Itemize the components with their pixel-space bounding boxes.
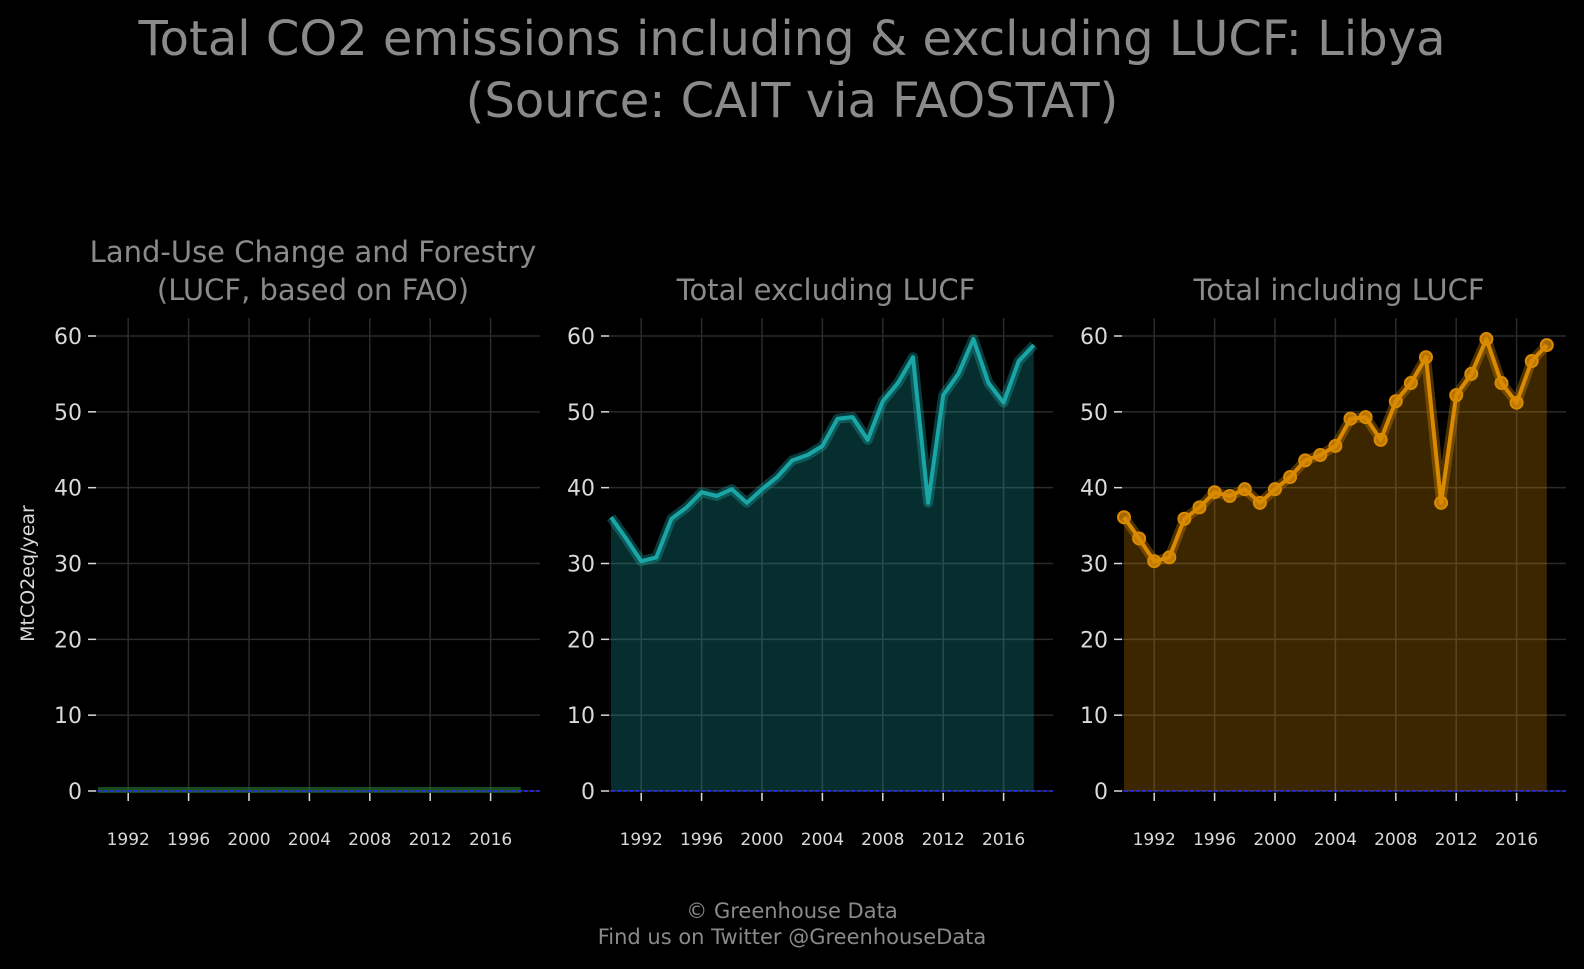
y-tick-label: 10 [567, 704, 595, 729]
data-point [1524, 354, 1539, 369]
data-point [1177, 511, 1192, 526]
chart-title-line1: Total CO2 emissions including & excludin… [138, 11, 1446, 67]
data-point [1419, 350, 1433, 365]
data-point [1283, 470, 1298, 485]
series-line [609, 337, 1036, 564]
data-point [1117, 510, 1131, 525]
y-tick-label: 0 [1094, 780, 1108, 805]
y-tick-label: 50 [567, 401, 595, 426]
x-tick-label: 2008 [861, 830, 904, 850]
panel-including-lucf: 0 10 20 30 40 50 60 1992 1996 2000 2004 2008 2012 201… [1080, 273, 1566, 850]
y-tick-label: 60 [1080, 325, 1108, 350]
y-tick-label: 30 [54, 553, 82, 578]
data-point [1373, 432, 1388, 447]
data-point [1222, 489, 1237, 504]
x-tick-label: 1992 [107, 830, 150, 850]
data-point [1298, 453, 1313, 468]
y-tick-label: 40 [567, 477, 595, 502]
data-point [1358, 410, 1373, 425]
footer-twitter: Find us on Twitter @GreenhouseData [597, 925, 987, 949]
y-tick-label: 10 [54, 704, 82, 729]
x-tick-label: 2016 [469, 830, 512, 850]
x-tick-label: 2016 [982, 830, 1025, 850]
data-point [1464, 366, 1479, 381]
y-tick-label: 30 [567, 553, 595, 578]
x-tick-label: 1996 [680, 830, 723, 850]
series-line [98, 787, 521, 793]
y-tick-label: 50 [1080, 401, 1108, 426]
data-point [1403, 376, 1418, 391]
x-tick-label: 2004 [288, 830, 331, 850]
chart-title-line2: (Source: CAIT via FAOSTAT) [465, 73, 1119, 129]
data-point [1237, 482, 1252, 497]
y-tick-label: 0 [581, 780, 595, 805]
x-tick-label: 1996 [1193, 830, 1236, 850]
x-tick-label: 1992 [620, 830, 663, 850]
data-point [1479, 332, 1494, 347]
data-point [1539, 338, 1554, 353]
footer: © Greenhouse Data Find us on Twitter @Gr… [0, 898, 1584, 950]
x-tick-label: 2008 [1374, 830, 1417, 850]
footer-copyright: © Greenhouse Data [686, 899, 898, 923]
x-tick-label: 1996 [167, 830, 210, 850]
data-point [1434, 495, 1449, 510]
y-tick-label: 20 [1080, 628, 1108, 653]
x-tick-label: 2008 [348, 830, 391, 850]
data-point [1509, 395, 1524, 410]
x-tick-label: 2012 [922, 830, 965, 850]
data-point [1313, 448, 1328, 463]
x-tick-label: 2016 [1495, 830, 1538, 850]
data-point [1207, 485, 1222, 500]
y-tick-label: 10 [1080, 704, 1108, 729]
panel-title: Land-Use Change and Forestry [90, 235, 537, 269]
panel-title: (LUCF, based on FAO) [157, 273, 469, 307]
panel-title: Total excluding LUCF [676, 273, 976, 307]
chart-title: Total CO2 emissions including & excludin… [0, 8, 1584, 132]
x-tick-label: 2000 [227, 830, 270, 850]
data-point [1328, 438, 1343, 453]
data-point [1494, 376, 1509, 391]
y-axis-label: MtCO2eq/year [17, 505, 39, 642]
series-area [611, 339, 1034, 791]
data-point [1252, 495, 1267, 510]
x-tick-label: 2004 [1314, 830, 1357, 850]
y-tick-label: 50 [54, 401, 82, 426]
x-tick-label: 2000 [1253, 830, 1296, 850]
data-point [1449, 388, 1464, 403]
data-point [1268, 482, 1282, 497]
data-point [1388, 394, 1403, 409]
y-tick-label: 40 [54, 477, 82, 502]
data-point [1343, 411, 1358, 426]
y-tick-label: 30 [1080, 553, 1108, 578]
panel-title: Total including LUCF [1192, 273, 1484, 307]
series-area [1124, 339, 1547, 791]
x-tick-label: 2012 [409, 830, 452, 850]
y-tick-label: 60 [567, 325, 595, 350]
x-tick-label: 1992 [1133, 830, 1176, 850]
x-tick-label: 2012 [1435, 830, 1478, 850]
x-tick-label: 2000 [740, 830, 783, 850]
data-point [1147, 554, 1162, 569]
panel-excluding-lucf: 0 10 20 30 40 50 60 1992 1996 2000 2004 2008 2012 201… [567, 273, 1053, 850]
x-tick-label: 2004 [801, 830, 844, 850]
data-point [1132, 531, 1147, 546]
panel-lucf: 0 10 20 30 40 50 60 1992 1996 2000 2004 2008 2012 201… [17, 235, 540, 850]
data-point [1162, 550, 1177, 565]
data-point [1192, 500, 1207, 515]
y-tick-label: 60 [54, 325, 82, 350]
y-tick-label: 40 [1080, 477, 1108, 502]
y-tick-label: 0 [68, 780, 82, 805]
y-tick-label: 20 [54, 628, 82, 653]
y-tick-label: 20 [567, 628, 595, 653]
